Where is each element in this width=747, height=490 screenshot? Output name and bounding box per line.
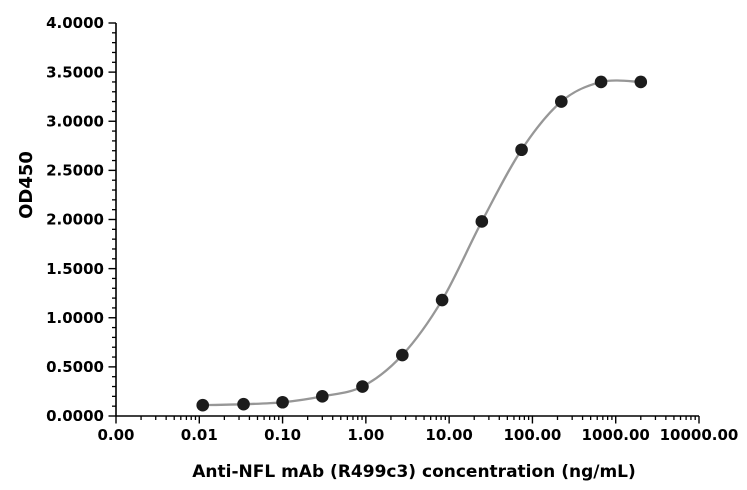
data-point — [435, 293, 449, 307]
data-point — [237, 397, 250, 411]
data-point — [594, 75, 608, 89]
y-tick-label: 0.0000 — [46, 407, 104, 425]
x-tick-label: 10.00 — [425, 426, 472, 444]
data-point — [356, 380, 369, 393]
y-tick-label: 3.0000 — [46, 112, 104, 130]
x-tick-label: 0.00 — [97, 426, 134, 444]
y-tick-label: 4.0000 — [46, 14, 104, 32]
data-point — [515, 143, 528, 157]
data-point — [634, 75, 648, 89]
x-tick-label: 0.10 — [264, 426, 301, 444]
data-point — [475, 215, 489, 228]
plot-area: 0.00 0.01 0.10 1.00 10.00 100.00 1000.00 10000.… — [46, 14, 738, 444]
y-tick-label: 2.0000 — [46, 211, 104, 229]
data-point — [316, 390, 329, 403]
x-axis-title: Anti-NFL mAb (R499c3) concentration (ng/… — [192, 462, 636, 482]
x-tick-label: 10000.00 — [660, 426, 739, 444]
fit-curve — [201, 79, 642, 407]
data-point — [276, 395, 289, 409]
x-tick-label: 0.01 — [181, 426, 218, 444]
x-tick-label: 1.00 — [347, 426, 384, 444]
data-point — [396, 348, 409, 362]
data-point — [196, 398, 210, 412]
y-tick-label: 3.5000 — [46, 63, 104, 81]
y-tick-label: 0.5000 — [46, 358, 104, 376]
x-tick-label: 100.00 — [503, 426, 561, 444]
y-axis-title: OD450 — [16, 151, 37, 219]
y-tick-label: 1.5000 — [46, 260, 104, 278]
x-tick-label: 1000.00 — [582, 426, 650, 444]
y-tick-label: 2.5000 — [46, 162, 104, 180]
data-point — [555, 95, 568, 108]
y-tick-label: 1.0000 — [46, 309, 104, 327]
